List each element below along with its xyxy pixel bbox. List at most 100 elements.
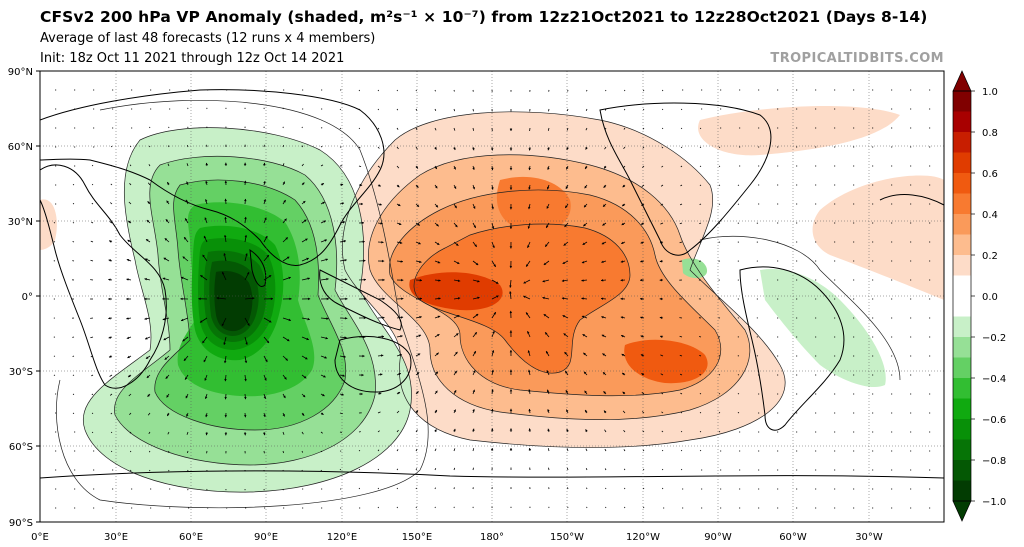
pos-anom-atlantic bbox=[812, 175, 944, 300]
wind-vector-head bbox=[361, 221, 364, 225]
wind-vector bbox=[660, 184, 664, 187]
wind-vector-head bbox=[509, 265, 513, 269]
colorbar-label-neg0.8: −0.8 bbox=[982, 456, 1006, 467]
wind-vector-head bbox=[477, 280, 480, 283]
wind-vector-head bbox=[527, 331, 530, 334]
wind-vector bbox=[642, 487, 645, 490]
wind-vector-head bbox=[266, 255, 269, 258]
wind-vector-head bbox=[528, 167, 531, 171]
pos-anom-north bbox=[698, 105, 900, 156]
wind-vector-head bbox=[264, 217, 267, 220]
wind-vector-head bbox=[146, 220, 150, 223]
wind-vector-head bbox=[453, 409, 456, 412]
wind-vector-head bbox=[340, 183, 344, 186]
wind-vector bbox=[320, 469, 322, 472]
wind-vector-head bbox=[434, 147, 437, 150]
wind-vector-head bbox=[361, 373, 364, 377]
wind-vector-head bbox=[456, 261, 460, 264]
wind-vector-head bbox=[205, 181, 208, 184]
wind-vector-head bbox=[434, 410, 437, 413]
wind-vector-head bbox=[263, 181, 266, 184]
wind-vector bbox=[377, 411, 381, 414]
wind-vector bbox=[320, 431, 323, 434]
wind-vector bbox=[129, 164, 132, 167]
wind-vector bbox=[396, 108, 399, 111]
colorbar-segment bbox=[953, 255, 971, 276]
wind-vector bbox=[377, 487, 380, 490]
wind-vector-head bbox=[546, 351, 549, 354]
wind-vector-head bbox=[622, 184, 626, 188]
wind-vector-head bbox=[585, 166, 588, 169]
wind-vector-head bbox=[321, 183, 324, 186]
wind-vector-head bbox=[509, 187, 513, 190]
wind-vector bbox=[90, 336, 94, 339]
wind-vector bbox=[377, 89, 380, 92]
wind-vector bbox=[149, 126, 151, 129]
wind-vector-head bbox=[307, 277, 310, 280]
wind-vector-head bbox=[128, 220, 131, 224]
wind-vector-head bbox=[382, 297, 385, 301]
wind-vector-head bbox=[542, 296, 545, 300]
wind-vector-head bbox=[473, 351, 476, 354]
wind-vector-head bbox=[547, 147, 550, 151]
wind-vector-head bbox=[126, 278, 129, 281]
wind-vector-head bbox=[205, 162, 209, 166]
wind-vector-head bbox=[603, 391, 606, 394]
wind-vector-head bbox=[453, 147, 456, 150]
wind-vector bbox=[567, 487, 569, 490]
wind-vector-head bbox=[244, 235, 248, 238]
wind-vector-head bbox=[660, 335, 663, 338]
wind-vector-head bbox=[224, 433, 228, 436]
wind-vector-head bbox=[640, 335, 643, 338]
wind-vector-head bbox=[491, 408, 494, 412]
wind-vector-head bbox=[382, 316, 385, 319]
wind-vector-head bbox=[224, 198, 227, 202]
wind-vector-head bbox=[360, 392, 363, 396]
wind-vector-head bbox=[509, 226, 513, 229]
wind-vector-head bbox=[453, 167, 456, 170]
wind-vector bbox=[547, 448, 550, 452]
wind-vector-head bbox=[223, 253, 226, 256]
wind-vector-head bbox=[399, 353, 402, 357]
wind-vector bbox=[642, 108, 645, 111]
wind-vector-head bbox=[621, 222, 625, 225]
wind-vector-head bbox=[284, 218, 287, 221]
wind-vector-head bbox=[182, 256, 186, 259]
wind-vector-head bbox=[601, 260, 604, 263]
wind-vector-head bbox=[584, 204, 587, 208]
wind-vector bbox=[358, 487, 361, 490]
wind-vector-head bbox=[659, 316, 663, 320]
wind-vector-head bbox=[127, 239, 130, 243]
wind-vector-head bbox=[547, 167, 550, 170]
wind-vector-head bbox=[163, 257, 167, 261]
wind-vector bbox=[90, 240, 94, 243]
wind-vector bbox=[679, 222, 683, 225]
wind-vector-head bbox=[245, 253, 248, 256]
lat-label-90s: 90°S bbox=[9, 518, 33, 529]
wind-vector-head bbox=[285, 358, 288, 361]
wind-vector bbox=[91, 431, 94, 434]
wind-vector bbox=[453, 108, 455, 112]
wind-vector bbox=[585, 108, 588, 111]
wind-vector-head bbox=[200, 275, 203, 278]
wind-vector bbox=[282, 144, 284, 148]
wind-vector-head bbox=[381, 335, 384, 338]
wind-vector bbox=[396, 165, 400, 169]
wind-vector bbox=[699, 184, 702, 186]
wind-vector-head bbox=[542, 279, 545, 283]
wind-vector-head bbox=[475, 262, 479, 265]
wind-vector-head bbox=[378, 184, 381, 187]
wind-vector bbox=[129, 450, 132, 453]
wind-vector bbox=[642, 146, 645, 149]
wind-vector-head bbox=[523, 281, 526, 284]
wind-vector-head bbox=[509, 389, 513, 392]
wind-vector bbox=[110, 412, 113, 415]
wind-vector bbox=[623, 127, 626, 130]
wind-vector-head bbox=[381, 354, 384, 357]
wind-vector-head bbox=[202, 340, 205, 344]
wind-vector-head bbox=[585, 429, 588, 432]
wind-vector-head bbox=[282, 414, 285, 417]
wind-vector-head bbox=[566, 166, 569, 170]
wind-vector bbox=[699, 393, 702, 395]
wind-vector-head bbox=[224, 216, 227, 220]
